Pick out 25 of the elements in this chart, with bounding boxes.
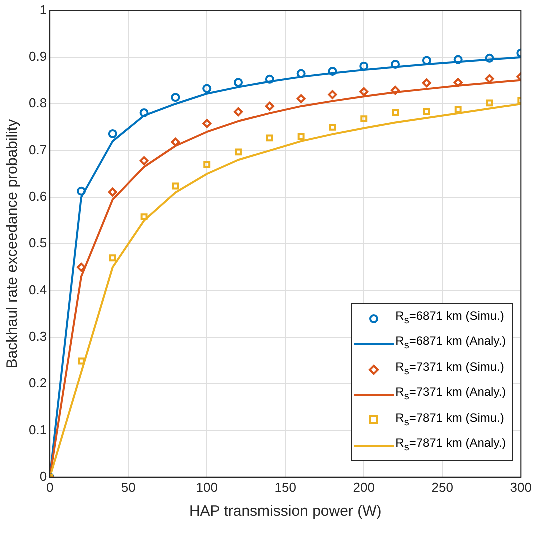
legend-label: R$_{s}$=7871 km (Simu.) bbox=[396, 410, 504, 430]
legend-label: R$_{s}$=6871 km (Analy.) bbox=[396, 333, 506, 354]
y-tick-label: 0.6 bbox=[28, 189, 48, 204]
legend-label: R$_{s}$=7871 km (Analy.) bbox=[396, 435, 506, 456]
x-tick-label: 200 bbox=[353, 480, 375, 495]
y-tick-label: 0.7 bbox=[28, 142, 48, 158]
y-tick-label: 0.2 bbox=[28, 376, 48, 391]
legend-label: R$_{s}$=7371 km (Simu.) bbox=[396, 358, 504, 380]
y-tick-label: 0.4 bbox=[28, 282, 48, 298]
legend-label: R$_{s}$=6871 km (Simu.) bbox=[396, 308, 504, 328]
y-tick-label: 0.1 bbox=[28, 422, 48, 438]
legend-label: R$_{s}$=7371 km (Analy.) bbox=[396, 384, 506, 405]
y-tick-label: 1 bbox=[40, 2, 48, 18]
y-tick-label: 0.9 bbox=[28, 49, 48, 64]
x-tick-label: 50 bbox=[121, 480, 136, 495]
y-tick-label: 0.3 bbox=[28, 329, 48, 344]
x-tick-label: 250 bbox=[432, 480, 454, 495]
x-tick-label: 150 bbox=[274, 480, 296, 495]
y-axis-title: Backhaul rate exceedance probability bbox=[4, 118, 22, 369]
y-tick-label: 0.8 bbox=[28, 96, 48, 111]
y-tick-label: 0.5 bbox=[28, 236, 48, 251]
x-tick-label: 100 bbox=[196, 480, 218, 495]
x-axis-title: HAP transmission power (W) bbox=[189, 503, 382, 520]
y-tick-label: 0 bbox=[40, 468, 48, 484]
x-tick-label: 300 bbox=[510, 480, 532, 495]
